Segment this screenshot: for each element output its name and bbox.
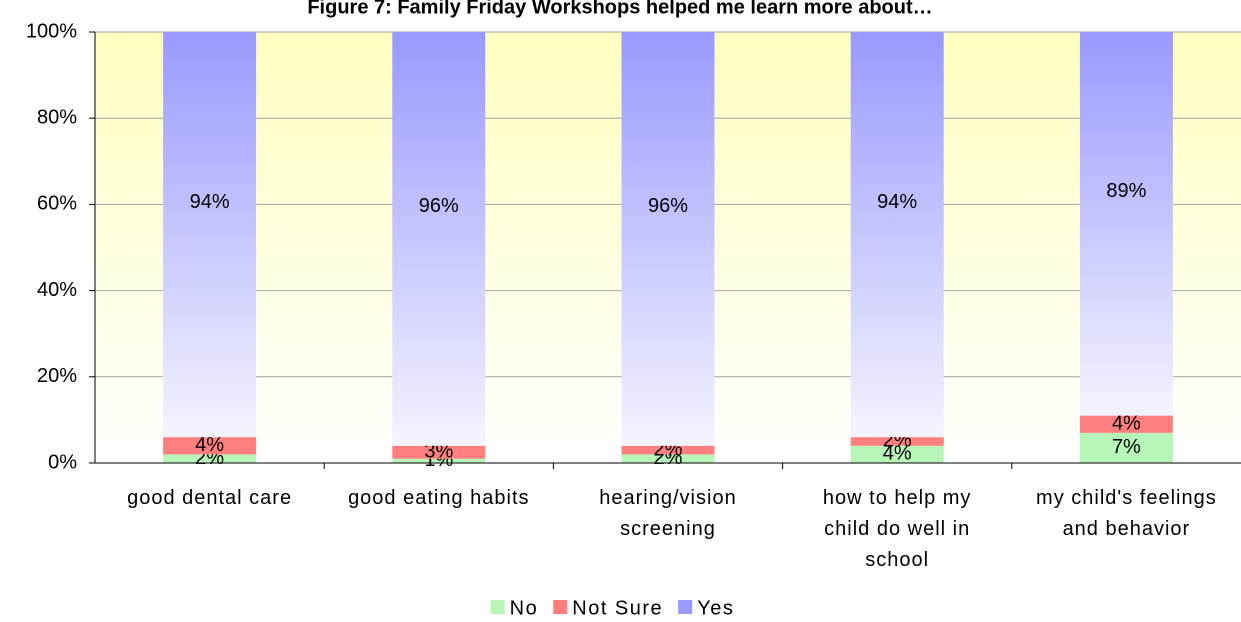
bar-segment bbox=[850, 437, 944, 446]
x-tick-label: my child's feelings and behavior bbox=[1036, 487, 1217, 540]
bar-segment bbox=[1079, 32, 1173, 416]
legend-label: Yes bbox=[697, 597, 734, 619]
bar-segment bbox=[621, 32, 715, 446]
data-label: 7% bbox=[1112, 436, 1141, 458]
data-label: 89% bbox=[1106, 180, 1146, 202]
y-tick-label: 0% bbox=[48, 451, 77, 473]
legend-swatch bbox=[490, 600, 505, 614]
x-tick-label: hearing/vision screening bbox=[599, 487, 737, 540]
data-label: 3% bbox=[424, 441, 453, 463]
data-label: 96% bbox=[419, 195, 459, 217]
bar-segment bbox=[850, 445, 944, 463]
x-tick-label: good dental care bbox=[127, 487, 293, 509]
legend-label: No bbox=[510, 597, 539, 619]
bar-segment bbox=[621, 454, 715, 463]
bar-segment bbox=[621, 445, 715, 455]
bar-segment bbox=[392, 445, 486, 459]
y-tick-label: 100% bbox=[26, 20, 77, 42]
x-tick-label: how to help my child do well in school bbox=[822, 487, 972, 571]
data-label: 4% bbox=[1112, 412, 1141, 434]
bar-segment bbox=[1079, 415, 1173, 433]
data-label: 4% bbox=[883, 443, 912, 465]
y-tick-label: 40% bbox=[37, 279, 77, 301]
legend-swatch bbox=[678, 600, 693, 614]
bar-segment bbox=[163, 32, 257, 438]
y-tick-label: 20% bbox=[37, 365, 77, 387]
legend-swatch bbox=[553, 600, 568, 614]
y-tick-label: 80% bbox=[37, 106, 77, 128]
bar-segment bbox=[163, 437, 257, 455]
data-label: 96% bbox=[648, 195, 688, 217]
bar-segment bbox=[850, 32, 944, 438]
y-tick-label: 60% bbox=[37, 193, 77, 215]
data-label: 94% bbox=[877, 191, 917, 213]
bar-segment bbox=[163, 454, 257, 463]
data-label: 4% bbox=[195, 434, 224, 456]
legend-label: Not Sure bbox=[572, 597, 663, 619]
chart-title: Figure 7: Family Friday Workshops helped… bbox=[307, 0, 932, 18]
x-tick-label: good eating habits bbox=[348, 487, 530, 509]
bar-segment bbox=[392, 32, 486, 446]
bar-segment bbox=[1079, 432, 1173, 463]
data-label: 94% bbox=[190, 191, 230, 213]
bar-segment bbox=[392, 458, 486, 463]
